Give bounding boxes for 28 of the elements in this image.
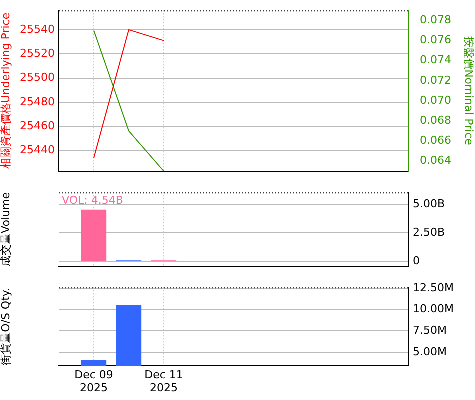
y-tick-label: 25540 (20, 22, 55, 36)
y2-tick-label: 0.066 (420, 134, 452, 148)
y-axis-title: 相關資產價格Underlying Price (0, 12, 12, 170)
y2-tick-label: 0.076 (420, 34, 452, 47)
y2-tick-label: 0.078 (420, 14, 452, 27)
y-tick-label: 25500 (20, 71, 55, 84)
y2-tick-label: 0.074 (420, 54, 452, 67)
y-tick-label: 25460 (20, 120, 55, 133)
y-tick-label: 0 (413, 254, 420, 268)
y-tick-label: 10.00M (413, 302, 454, 316)
y2-tick-label: 0.064 (420, 154, 452, 168)
y-tick-label: 25520 (20, 46, 55, 60)
y-tick-label: 25480 (20, 95, 55, 108)
y-axis-title: 街貨量O/S Qty. (0, 288, 12, 366)
y-tick-label: 7.50M (413, 324, 447, 338)
x-tick-label: Dec 11 2025 (144, 368, 184, 395)
x-tick-label: Dec 09 2025 (74, 368, 114, 395)
annotation: VOL: 4.54B (62, 194, 124, 207)
y-tick-label: 5.00B (413, 197, 446, 210)
y-tick-label: 5.00M (413, 345, 447, 358)
y-axis-title: 成交量Volume (0, 192, 12, 266)
y2-tick-label: 0.068 (420, 114, 452, 128)
y2-tick-label: 0.072 (420, 74, 452, 87)
y-tick-label: 25440 (20, 144, 55, 157)
y-tick-label: 2.50B (413, 226, 446, 240)
y2-axis-title: 按盤價Nominal Price (462, 36, 475, 146)
y-tick-label: 12.50M (413, 281, 454, 294)
y2-tick-label: 0.070 (420, 94, 452, 107)
